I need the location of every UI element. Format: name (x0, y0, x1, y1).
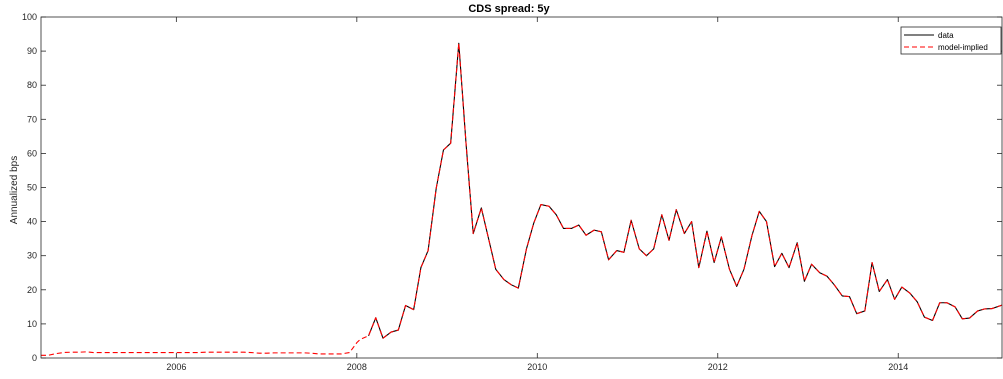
axes: 0 10 20 30 40 50 60 70 80 90 100 2006 2008 2010 2012 20… (22, 12, 1003, 372)
legend-box (900, 26, 1002, 55)
series-line-data (368, 42, 1003, 339)
x-tick-label: 2010 (527, 362, 547, 372)
chart-title: CDS spread: 5y (468, 3, 550, 15)
y-tick-label: 10 (27, 319, 37, 329)
x-tick-label: 2008 (347, 362, 367, 372)
x-tick-label: 2006 (166, 362, 186, 372)
legend-label-model-implied: model-implied (938, 43, 988, 52)
y-tick-label: 30 (27, 251, 37, 261)
y-tick-label: 50 (27, 183, 37, 193)
plot-area (41, 42, 1003, 356)
legend: data model-implied (900, 26, 1002, 55)
x-tick-label: 2012 (708, 362, 728, 372)
y-tick-label: 40 (27, 217, 37, 227)
y-tick-label: 20 (27, 285, 37, 295)
series-line-model-implied (41, 42, 1003, 356)
y-tick-label: 90 (27, 46, 37, 56)
y-axis-label: Annualized bps (9, 156, 20, 224)
y-tick-label: 70 (27, 114, 37, 124)
y-tick-label: 100 (22, 12, 37, 22)
legend-label-data: data (938, 31, 954, 40)
y-tick-label: 0 (32, 353, 37, 363)
y-tick-label: 80 (27, 80, 37, 90)
y-tick-label: 60 (27, 148, 37, 158)
axes-box (40, 16, 1003, 359)
x-tick-label: 2014 (888, 362, 908, 372)
